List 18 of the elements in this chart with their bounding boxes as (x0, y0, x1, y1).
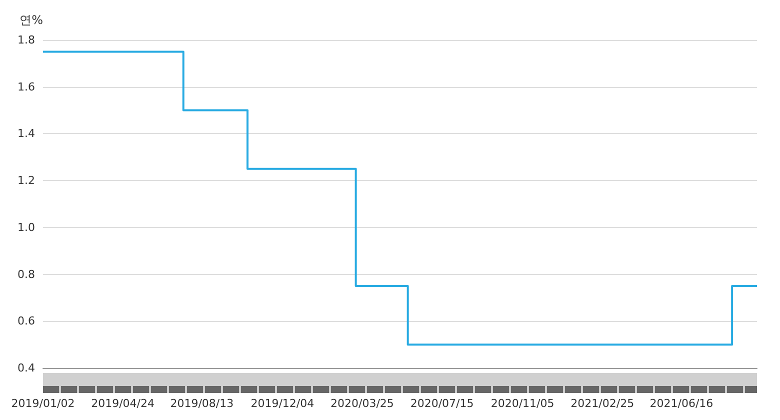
x-tick-label: 2019/01/02 (11, 397, 75, 410)
y-tick-label: 0.8 (18, 268, 35, 281)
x-tick-label: 2021/02/25 (570, 397, 634, 410)
y-tick-label: 1.4 (18, 127, 35, 140)
x-tick-label: 2019/12/04 (250, 397, 314, 410)
y-tick-label: 1.0 (18, 220, 35, 234)
y-axis-title: 연% (20, 13, 43, 27)
y-tick-label: 0.6 (18, 314, 35, 328)
x-tick-label: 2021/06/16 (650, 397, 714, 410)
y-tick-label: 1.2 (18, 174, 35, 188)
x-tick-label: 2019/08/13 (170, 397, 234, 410)
x-tick-label: 2020/07/15 (410, 397, 474, 410)
x-tick-label: 2020/03/25 (330, 397, 394, 410)
x-tick-label: 2019/04/24 (91, 397, 155, 410)
y-tick-label: 1.8 (18, 34, 35, 46)
x-tick-label: 2020/11/05 (490, 397, 554, 410)
y-tick-label: 1.6 (18, 80, 35, 94)
y-tick-label: 0.4 (18, 362, 35, 374)
